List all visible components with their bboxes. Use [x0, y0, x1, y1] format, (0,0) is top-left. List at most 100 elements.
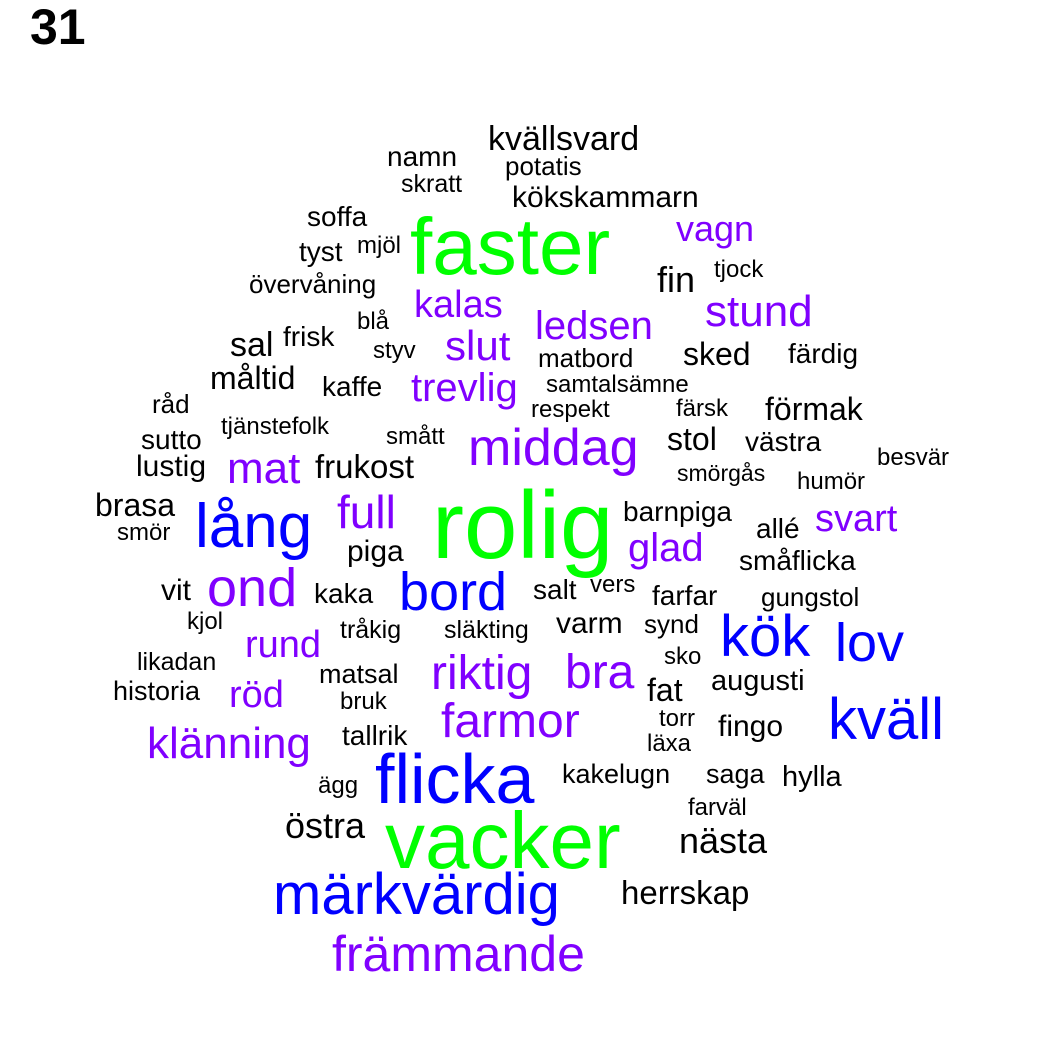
cloud-word: bruk [340, 688, 387, 715]
cloud-word: östra [285, 805, 366, 846]
cloud-word: styv [373, 337, 416, 364]
cloud-word: kalas [414, 284, 503, 326]
cloud-word: respekt [531, 396, 610, 423]
cloud-word: middag [468, 419, 639, 477]
cloud-word: tallrik [342, 720, 408, 751]
cloud-word: småflicka [739, 545, 856, 576]
cloud-word: släkting [444, 616, 529, 644]
cloud-word: vagn [676, 208, 755, 249]
cloud-word: fat [647, 672, 683, 708]
cloud-word: slut [445, 322, 511, 369]
cloud-word: likadan [137, 648, 217, 676]
cloud-word: matbord [538, 343, 634, 373]
cloud-word: tråkig [340, 616, 402, 644]
cloud-word: fingo [718, 710, 784, 743]
cloud-word: potatis [505, 151, 582, 181]
cloud-word: läxa [647, 730, 692, 757]
cloud-word: nästa [679, 820, 768, 861]
cloud-word: hylla [782, 761, 842, 793]
cloud-word: ägg [318, 772, 359, 799]
cloud-word: främmande [332, 926, 585, 982]
cloud-word: förmak [765, 391, 863, 427]
cloud-word: humör [797, 468, 866, 495]
cloud-word: kväll [828, 687, 945, 752]
cloud-word: stund [705, 287, 813, 336]
cloud-word: soffa [307, 201, 368, 232]
cloud-word: svart [815, 498, 898, 540]
cloud-word: brasa [95, 487, 176, 523]
cloud-word: råd [152, 389, 190, 419]
cloud-word: tjock [714, 256, 764, 283]
cloud-word: farväl [688, 794, 747, 821]
cloud-word: märkvärdig [273, 862, 560, 927]
cloud-word: blå [357, 308, 390, 335]
cloud-word: kökskammarn [512, 181, 699, 214]
cloud-word: augusti [711, 665, 805, 697]
cloud-word: ond [207, 558, 298, 618]
cloud-word: färsk [676, 395, 729, 422]
cloud-word: sutto [141, 424, 202, 455]
cloud-word: frukost [315, 448, 415, 485]
cloud-word: farfar [652, 580, 718, 611]
cloud-word: samtalsämne [546, 371, 689, 398]
cloud-word: lång [195, 492, 313, 561]
cloud-word: ledsen [535, 304, 653, 348]
cloud-word: smör [117, 519, 171, 546]
cloud-word: barnpiga [623, 496, 732, 527]
cloud-word: torr [659, 705, 695, 732]
cloud-word: skratt [401, 170, 463, 198]
cloud-word: piga [347, 535, 404, 568]
cloud-word: sal [230, 326, 274, 364]
cloud-word: kaffe [322, 371, 383, 402]
cloud-word: bord [399, 562, 508, 622]
cloud-word: stol [667, 421, 717, 457]
cloud-word: herrskap [621, 874, 750, 911]
cloud-word: matsal [319, 659, 399, 689]
cloud-word: vers [590, 571, 636, 598]
cloud-word: västra [745, 426, 822, 457]
cloud-word: klänning [147, 719, 311, 768]
cloud-word: farmor [441, 695, 580, 748]
cloud-word: kök [720, 604, 811, 669]
cloud-word: frisk [283, 321, 335, 352]
cloud-word: kaka [314, 578, 374, 609]
cloud-word: namn [387, 141, 458, 172]
cloud-word: vit [161, 574, 191, 607]
cloud-word: full [337, 486, 396, 538]
cloud-word: måltid [210, 360, 296, 396]
cloud-word: besvär [877, 444, 950, 471]
cloud-word: lov [835, 613, 905, 673]
cloud-word: smått [386, 423, 445, 450]
cloud-word: bra [565, 646, 635, 699]
cloud-word: flicka [375, 740, 535, 818]
cloud-word: salt [533, 574, 577, 605]
cloud-word: varm [556, 607, 623, 640]
cloud-word: färdig [788, 338, 859, 369]
cloud-word: mjöl [357, 232, 402, 259]
cloud-word: tjänstefolk [221, 413, 330, 440]
cloud-word: synd [644, 609, 699, 639]
cloud-word: glad [628, 526, 704, 570]
cloud-word: fin [657, 259, 696, 300]
cloud-word: smörgås [677, 460, 766, 486]
cloud-word: mat [227, 444, 301, 493]
cloud-word: riktig [431, 647, 533, 700]
cloud-word: sked [683, 336, 751, 372]
cloud-word: rund [245, 624, 322, 666]
cloud-word: lustig [136, 450, 207, 483]
cloud-word: rolig [432, 472, 614, 579]
cloud-word: saga [706, 759, 765, 789]
cloud-word: vacker [385, 796, 621, 885]
cloud-word: historia [113, 676, 201, 706]
cloud-word: kakelugn [562, 759, 671, 789]
cloud-word: röd [229, 674, 284, 716]
cloud-word: trevlig [411, 366, 518, 410]
cloud-word: kjol [187, 608, 224, 635]
page-number: 31 [30, 0, 86, 55]
cloud-word: tyst [299, 236, 343, 267]
cloud-word: faster [410, 202, 611, 291]
cloud-word: gungstol [761, 582, 860, 612]
cloud-word: allé [756, 513, 800, 544]
cloud-word: övervåning [249, 269, 377, 299]
